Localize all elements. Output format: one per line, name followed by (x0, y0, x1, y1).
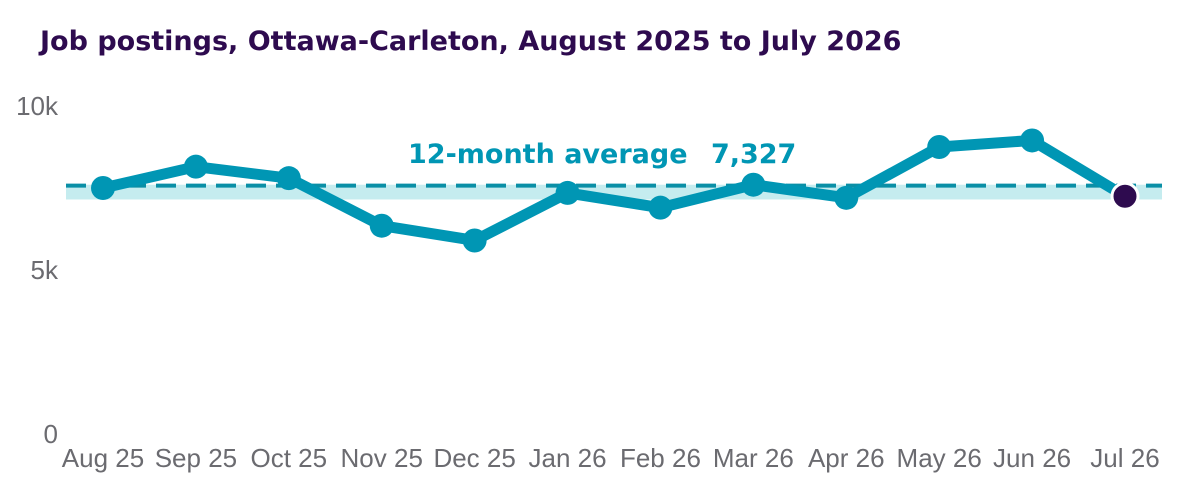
data-point (462, 228, 487, 253)
data-point (183, 154, 208, 179)
x-axis-ticks: Aug 25 Sep 25 Oct 25 Nov 25 Dec 25 Jan 26 Feb … (62, 443, 1160, 473)
data-point (555, 180, 580, 205)
x-tick-label: Jul 26 (1090, 443, 1159, 473)
data-points (91, 128, 1140, 253)
data-point (276, 166, 301, 191)
data-point (648, 195, 673, 220)
average-label-text: 12-month average (408, 139, 688, 170)
y-axis-ticks: 0 5k 10k (16, 91, 59, 449)
chart-title: Job postings, Ottawa-Carleton, August 20… (38, 26, 901, 57)
average-value: 7,327 (711, 139, 796, 170)
data-point-latest (1110, 181, 1140, 211)
x-tick-label: Aug 25 (62, 443, 144, 473)
x-tick-label: Jan 26 (529, 443, 607, 473)
average-band (66, 184, 1162, 200)
data-point (369, 213, 394, 238)
x-tick-label: Jun 26 (993, 443, 1071, 473)
data-point (91, 176, 115, 200)
x-tick-label: Feb 26 (620, 443, 701, 473)
x-tick-label: Apr 26 (808, 443, 885, 473)
data-point (741, 172, 766, 197)
data-point (927, 135, 952, 159)
series-line (97, 134, 1131, 246)
x-tick-label: May 26 (897, 443, 982, 473)
x-tick-label: Dec 25 (433, 443, 515, 473)
average-label: 12-month average 7,327 (408, 139, 796, 170)
y-tick-label: 5k (31, 255, 59, 285)
data-point (1020, 128, 1045, 153)
x-tick-label: Oct 25 (251, 443, 328, 473)
data-point (834, 185, 859, 210)
x-tick-label: Mar 26 (713, 443, 794, 473)
x-tick-label: Sep 25 (155, 443, 237, 473)
y-tick-label: 10k (16, 91, 59, 121)
y-tick-label: 0 (44, 419, 58, 449)
x-tick-label: Nov 25 (341, 443, 423, 473)
